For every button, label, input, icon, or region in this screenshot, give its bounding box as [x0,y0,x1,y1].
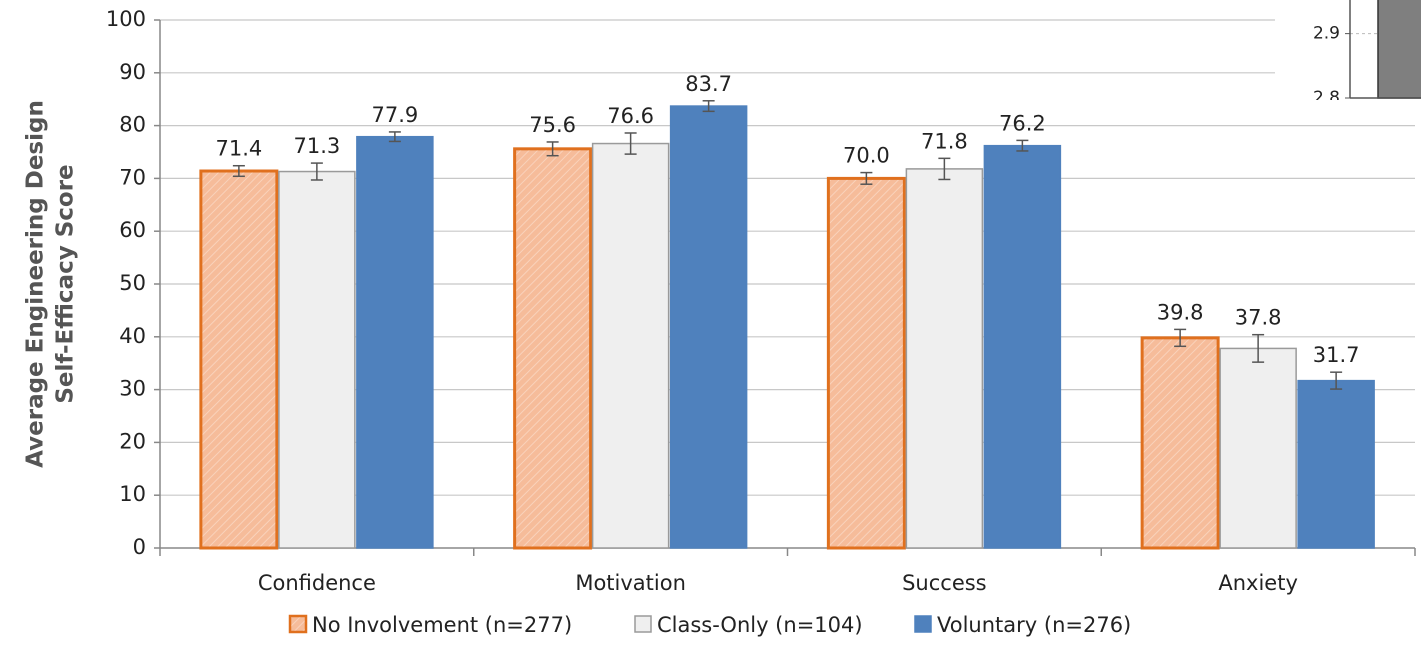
y-tick-label: 90 [119,60,146,84]
error-bar [624,132,637,155]
x-tick-label: Motivation [575,571,686,595]
bar [513,147,593,550]
error-bar [388,131,401,143]
data-label: 71.8 [921,129,968,153]
bar [356,135,434,549]
bar [669,105,748,549]
legend-swatch [634,615,652,633]
error-bar [1174,328,1187,348]
legend-swatch [914,615,932,633]
legend-swatch [288,614,308,634]
data-label: 76.2 [999,111,1046,135]
bar [1140,336,1220,550]
error-bar [860,171,873,185]
y-tick-label: 0 [133,535,146,559]
bar [1377,0,1421,99]
bar [591,142,670,549]
y-axis-label-line: Average Engineering Design [23,100,49,468]
y-tick-label: 2.9 [1313,24,1340,44]
y-tick-label: 80 [119,113,146,137]
x-tick-label: Anxiety [1218,571,1298,595]
error-bar [1016,139,1029,152]
inset: 2.8 2.9 [1313,0,1421,108]
data-label: 83.7 [685,72,732,96]
x-tick-label: Confidence [258,571,376,595]
data-label: 70.0 [843,144,890,168]
y-tick-label: 70 [119,165,146,189]
error-bar [702,100,715,113]
bar [199,169,279,550]
data-label: 77.9 [371,103,418,127]
bar [278,170,356,549]
error-bar [232,164,245,178]
legend-label: Class-Only (n=104) [657,613,863,637]
bar [1297,379,1375,549]
y-tick-label: 30 [119,377,146,401]
y-tick-label: 100 [106,7,146,31]
data-label: 71.3 [293,134,340,158]
bar [1219,347,1297,549]
data-label: 71.4 [215,137,262,161]
x-tick-label: Success [902,571,987,595]
error-bar [938,157,951,181]
y-axis-label: Average Engineering Design Self-Efficacy… [23,100,79,468]
y-tick-label: 10 [119,482,146,506]
bar [905,168,984,549]
data-label: 37.8 [1235,306,1282,330]
legend-label: No Involvement (n=277) [312,613,572,637]
y-axis-label-line: Self-Efficacy Score [53,164,79,403]
legend-label: Voluntary (n=276) [937,613,1131,637]
error-bar [1330,371,1343,390]
y-tick-label: 2.8 [1313,88,1340,108]
data-label: 31.7 [1313,343,1360,367]
y-tick-label: 40 [119,324,146,348]
error-bar [1252,333,1265,363]
y-tick-label: 50 [119,271,146,295]
y-tick-label: 60 [119,218,146,242]
y-tick-label: 20 [119,429,146,453]
error-bar [546,141,559,157]
data-label: 76.6 [607,104,654,128]
bar [983,144,1062,549]
bar [826,176,906,550]
error-bar [310,162,323,181]
data-label: 75.6 [529,113,576,137]
data-label: 39.8 [1157,300,1204,324]
